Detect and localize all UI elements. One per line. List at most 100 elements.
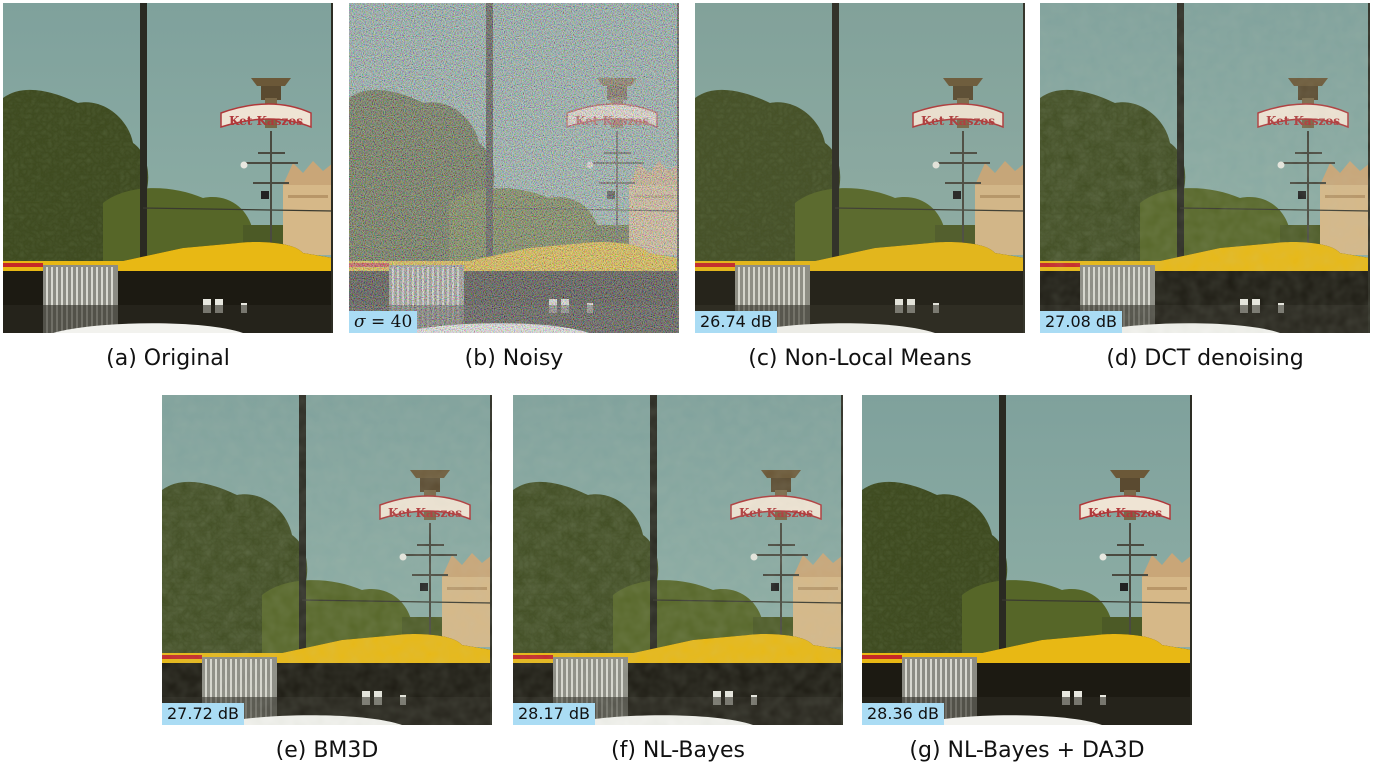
building-ornament xyxy=(975,161,1025,185)
lamp xyxy=(932,161,940,169)
accordion-rib xyxy=(905,659,907,725)
accordion-rib xyxy=(773,267,775,333)
accordion-rib xyxy=(91,267,93,333)
street-pole xyxy=(999,395,1006,657)
sign-text: Ket Kaszos xyxy=(229,114,303,128)
accordion-rib xyxy=(920,659,922,725)
building-ledge xyxy=(288,195,328,198)
accordion-rib xyxy=(56,267,58,333)
accordion-rib xyxy=(935,659,937,725)
accordion-rib xyxy=(803,267,805,333)
building-ornament xyxy=(1142,553,1192,577)
panel-edge xyxy=(331,3,333,333)
car-roof xyxy=(53,323,243,333)
building-ornament xyxy=(283,161,333,185)
residual-artifacts xyxy=(162,395,492,725)
accordion-rib xyxy=(940,659,942,725)
scene-image: Ket Kaszos xyxy=(862,395,1192,725)
accordion-rib xyxy=(930,659,932,725)
caption-dct: (d) DCT denoising xyxy=(1106,346,1304,371)
sign-frame xyxy=(1102,523,1157,635)
psnr-badge: 28.17 dB xyxy=(513,703,596,725)
accordion-rib xyxy=(71,267,73,333)
panel-noisy: Ket Kaszos σ = 40 xyxy=(349,3,679,333)
caption-bm3d: (e) BM3D xyxy=(275,738,379,763)
sign-frame xyxy=(243,131,298,243)
accordion-rib xyxy=(910,659,912,725)
building-ledge xyxy=(980,195,1020,198)
lamp xyxy=(1099,553,1107,561)
wire xyxy=(834,207,1025,212)
accordion-rib xyxy=(51,267,53,333)
panel-dct: Ket Kaszos 27.08 dB xyxy=(1040,3,1370,333)
caption-noisy: (b) Noisy xyxy=(464,346,564,371)
accordion-rib xyxy=(925,659,927,725)
panel-bm3d: Ket Kaszos 27.72 dB xyxy=(162,395,492,725)
accordion-rib xyxy=(96,267,98,333)
sign-banner xyxy=(912,103,1004,129)
accordion-rib xyxy=(111,267,113,333)
residual-artifacts xyxy=(513,395,843,725)
sign-text: Ket Kaszos xyxy=(1088,506,1162,520)
accordion-rib xyxy=(763,267,765,333)
wire xyxy=(1001,599,1192,604)
panel-original: Ket Kaszos xyxy=(3,3,333,333)
accordion-rib xyxy=(61,267,63,333)
accordion-rib xyxy=(788,267,790,333)
lamp xyxy=(240,161,248,169)
scene-image: Ket Kaszos xyxy=(3,3,333,333)
wire xyxy=(142,207,333,212)
accordion-rib xyxy=(778,267,780,333)
accordion-rib xyxy=(748,267,750,333)
scene-image: Ket Kaszos xyxy=(695,3,1025,333)
accordion-rib xyxy=(970,659,972,725)
accordion-rib xyxy=(915,659,917,725)
noise-overlay xyxy=(349,3,679,333)
sigma-badge: σ = 40 xyxy=(349,311,418,333)
psnr-badge: 27.72 dB xyxy=(162,703,245,725)
panel-edge xyxy=(1023,3,1025,333)
sign-banner xyxy=(1079,495,1171,521)
accordion-rib xyxy=(798,267,800,333)
accordion-rib xyxy=(66,267,68,333)
accordion-rib xyxy=(955,659,957,725)
bus-stripe xyxy=(3,263,43,267)
sign-cap xyxy=(1110,470,1150,478)
camera xyxy=(1120,583,1128,591)
building-ledge xyxy=(1147,587,1187,590)
panel-edge xyxy=(1190,395,1192,725)
caption-nlmeans: (c) Non-Local Means xyxy=(748,346,972,371)
scene-image: Ket Kaszos xyxy=(162,395,492,725)
accordion-rib xyxy=(950,659,952,725)
caption-original: (a) Original xyxy=(106,346,230,371)
accordion-rib xyxy=(76,267,78,333)
scene-image: Ket Kaszos xyxy=(1040,3,1370,333)
panel-nlbayes-da3d: Ket Kaszos 28.36 dB xyxy=(862,395,1192,725)
accordion-rib xyxy=(783,267,785,333)
sign-text: Ket Kaszos xyxy=(921,114,995,128)
scene-image: Ket Kaszos xyxy=(349,3,679,333)
sign-cap xyxy=(943,78,983,86)
accordion-rib xyxy=(945,659,947,725)
accordion-rib xyxy=(793,267,795,333)
caption-nlbayes: (f) NL-Bayes xyxy=(611,738,745,763)
accordion-rib xyxy=(101,267,103,333)
smoothing-tint xyxy=(695,3,1025,333)
car-roof xyxy=(912,715,1102,725)
bus-stripe xyxy=(862,655,902,659)
scene-image: Ket Kaszos xyxy=(513,395,843,725)
accordion-rib xyxy=(46,267,48,333)
panel-nlbayes: Ket Kaszos 28.17 dB xyxy=(513,395,843,725)
bus-roof xyxy=(3,242,333,271)
accordion-rib xyxy=(106,267,108,333)
sign-frame xyxy=(935,131,990,243)
panel-nlmeans: Ket Kaszos 26.74 dB xyxy=(695,3,1025,333)
car-roof xyxy=(745,323,935,333)
camera xyxy=(953,191,961,199)
accordion-rib xyxy=(768,267,770,333)
camera xyxy=(261,191,269,199)
psnr-badge: 27.08 dB xyxy=(1040,311,1123,333)
accordion-rib xyxy=(86,267,88,333)
accordion-rib xyxy=(965,659,967,725)
bus-roof xyxy=(695,242,1025,271)
